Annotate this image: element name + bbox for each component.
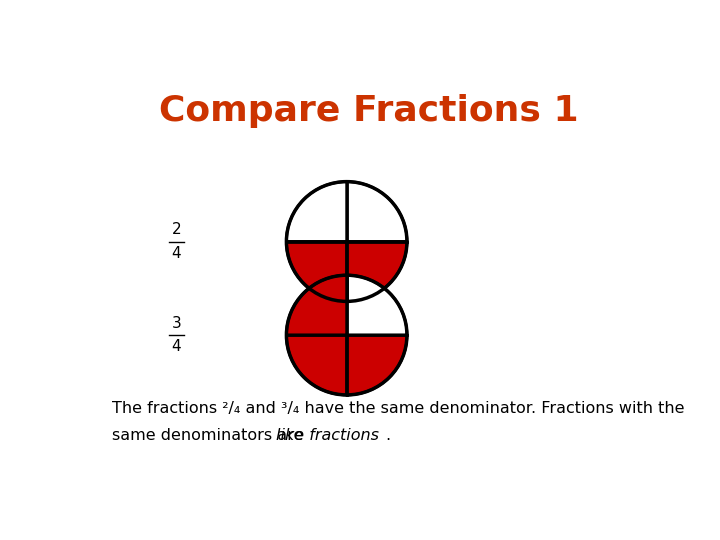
Text: 2: 2 [171,222,181,238]
Text: like fractions: like fractions [276,428,379,443]
Text: 4: 4 [171,339,181,354]
Text: 4: 4 [171,246,181,261]
Polygon shape [347,181,407,241]
Text: The fractions ²/₄ and ³/₄ have the same denominator. Fractions with the: The fractions ²/₄ and ³/₄ have the same … [112,401,685,416]
Polygon shape [287,181,347,241]
Polygon shape [287,275,347,335]
Text: .: . [385,428,390,443]
Polygon shape [287,335,347,395]
Text: Compare Fractions 1: Compare Fractions 1 [159,94,579,128]
Text: same denominators are: same denominators are [112,428,309,443]
Polygon shape [287,241,347,301]
Polygon shape [347,275,407,335]
Polygon shape [347,335,407,395]
Text: 3: 3 [171,316,181,331]
Polygon shape [347,241,407,301]
